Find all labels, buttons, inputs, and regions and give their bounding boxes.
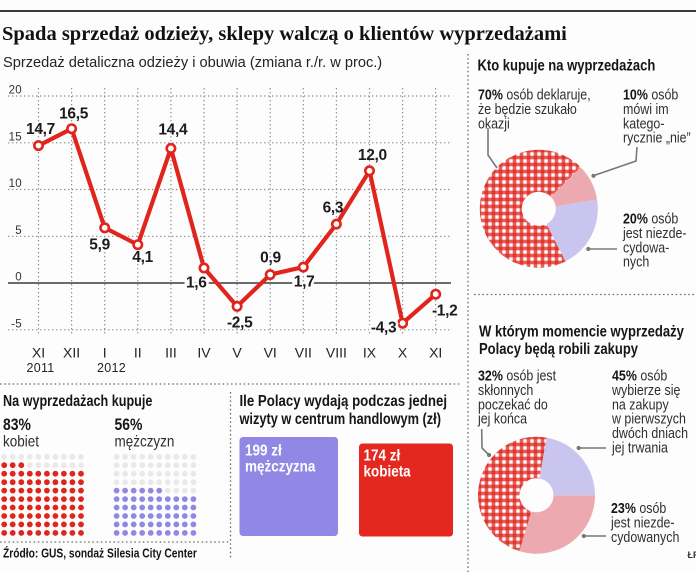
svg-text:10: 10 — [9, 178, 22, 190]
svg-text:wybierze się: wybierze się — [611, 382, 680, 398]
svg-text:-5: -5 — [11, 318, 22, 330]
svg-text:-1,2: -1,2 — [432, 303, 458, 320]
svg-text:5: 5 — [15, 225, 22, 237]
svg-text:0,9: 0,9 — [260, 250, 281, 267]
svg-text:174 zł: 174 zł — [364, 448, 401, 465]
svg-text:mężczyzn: mężczyzn — [115, 433, 175, 450]
svg-text:jej trwania: jej trwania — [611, 440, 668, 456]
svg-text:skłonnych: skłonnych — [478, 382, 533, 398]
svg-text:1,7: 1,7 — [294, 274, 315, 291]
svg-text:2011: 2011 — [26, 361, 54, 375]
svg-text:2012: 2012 — [97, 361, 126, 375]
svg-text:56%: 56% — [115, 416, 143, 435]
svg-text:5,9: 5,9 — [89, 237, 110, 254]
svg-text:-2,5: -2,5 — [227, 315, 253, 332]
svg-text:4,1: 4,1 — [132, 249, 153, 266]
svg-text:II: II — [134, 345, 142, 361]
svg-text:Kto kupuje na wyprzedażach: Kto kupuje na wyprzedażach — [478, 58, 656, 75]
svg-text:-4,3: -4,3 — [371, 320, 397, 337]
svg-text:XI: XI — [429, 345, 442, 361]
svg-text:IV: IV — [197, 345, 211, 361]
svg-text:X: X — [398, 345, 408, 361]
svg-text:IX: IX — [363, 345, 377, 361]
svg-text:Spada sprzedaż odzieży, sklepy: Spada sprzedaż odzieży, sklepy walczą o … — [2, 23, 567, 45]
svg-text:6,3: 6,3 — [323, 200, 344, 217]
svg-text:mężczyzna: mężczyzna — [245, 459, 316, 476]
svg-text:45% osób: 45% osób — [612, 368, 667, 384]
svg-text:10% osób: 10% osób — [623, 87, 678, 103]
svg-text:Na wyprzedażach kupuje: Na wyprzedażach kupuje — [3, 392, 153, 410]
svg-text:dwóch dniach: dwóch dniach — [612, 425, 688, 441]
svg-text:14,4: 14,4 — [158, 122, 188, 139]
svg-text:rycznie „nie”: rycznie „nie” — [623, 130, 691, 146]
svg-text:Ile Polacy wydają podczas jedn: Ile Polacy wydają podczas jednej — [240, 393, 448, 410]
svg-text:Sprzedaż detaliczna odzieży i: Sprzedaż detaliczna odzieży i obuwia (zm… — [3, 55, 382, 71]
svg-text:199 zł: 199 zł — [245, 443, 282, 460]
svg-text:poczekać do: poczekać do — [478, 396, 548, 412]
svg-text:Polacy będą robili zakupy: Polacy będą robili zakupy — [479, 341, 638, 358]
svg-text:VI: VI — [264, 345, 277, 361]
svg-text:V: V — [232, 345, 242, 361]
svg-text:cydowa-: cydowa- — [623, 239, 669, 255]
svg-text:jest niezde-: jest niezde- — [610, 515, 674, 531]
svg-text:20: 20 — [9, 85, 22, 97]
svg-text:VIII: VIII — [326, 345, 347, 361]
svg-text:cydowanych: cydowanych — [611, 529, 679, 545]
svg-text:16,5: 16,5 — [59, 106, 89, 123]
svg-text:1,6: 1,6 — [186, 275, 207, 292]
svg-text:14,7: 14,7 — [26, 121, 55, 138]
svg-text:83%: 83% — [3, 416, 31, 435]
svg-text:32% osób jest: 32% osób jest — [478, 368, 556, 384]
svg-text:VII: VII — [295, 345, 312, 361]
svg-text:Źródło: GUS, sondaż Silesia Ci: Źródło: GUS, sondaż Silesia City Center — [3, 546, 197, 560]
svg-text:nych: nych — [623, 254, 649, 270]
svg-text:kobiet: kobiet — [3, 433, 39, 450]
svg-text:15: 15 — [9, 131, 22, 143]
svg-text:W którym momencie wyprzedaży: W którym momencie wyprzedaży — [479, 324, 684, 341]
svg-text:23% osób: 23% osób — [611, 500, 666, 516]
svg-text:okazji: okazji — [478, 115, 510, 131]
svg-text:20% osób: 20% osób — [623, 211, 678, 227]
svg-text:III: III — [165, 345, 177, 361]
svg-text:katego-: katego- — [623, 115, 664, 131]
svg-text:70% osób deklaruje,: 70% osób deklaruje, — [478, 87, 591, 103]
svg-text:XII: XII — [63, 345, 80, 361]
svg-text:że będzie szukało: że będzie szukało — [478, 101, 577, 117]
svg-text:jest niezde-: jest niezde- — [622, 225, 686, 241]
svg-text:ŁR: ŁR — [688, 550, 696, 560]
svg-text:w pierwszych: w pierwszych — [611, 411, 686, 427]
svg-text:jej końca: jej końca — [477, 411, 527, 427]
svg-text:0: 0 — [15, 272, 22, 284]
svg-text:12,0: 12,0 — [358, 147, 387, 164]
svg-text:kobieta: kobieta — [364, 464, 412, 481]
svg-text:XI: XI — [32, 345, 45, 361]
svg-text:mówi im: mówi im — [623, 101, 669, 117]
svg-text:wizyty w centrum handlowym (zł: wizyty w centrum handlowym (zł) — [239, 411, 442, 428]
svg-text:I: I — [103, 345, 107, 361]
svg-text:na zakupy: na zakupy — [612, 396, 669, 412]
